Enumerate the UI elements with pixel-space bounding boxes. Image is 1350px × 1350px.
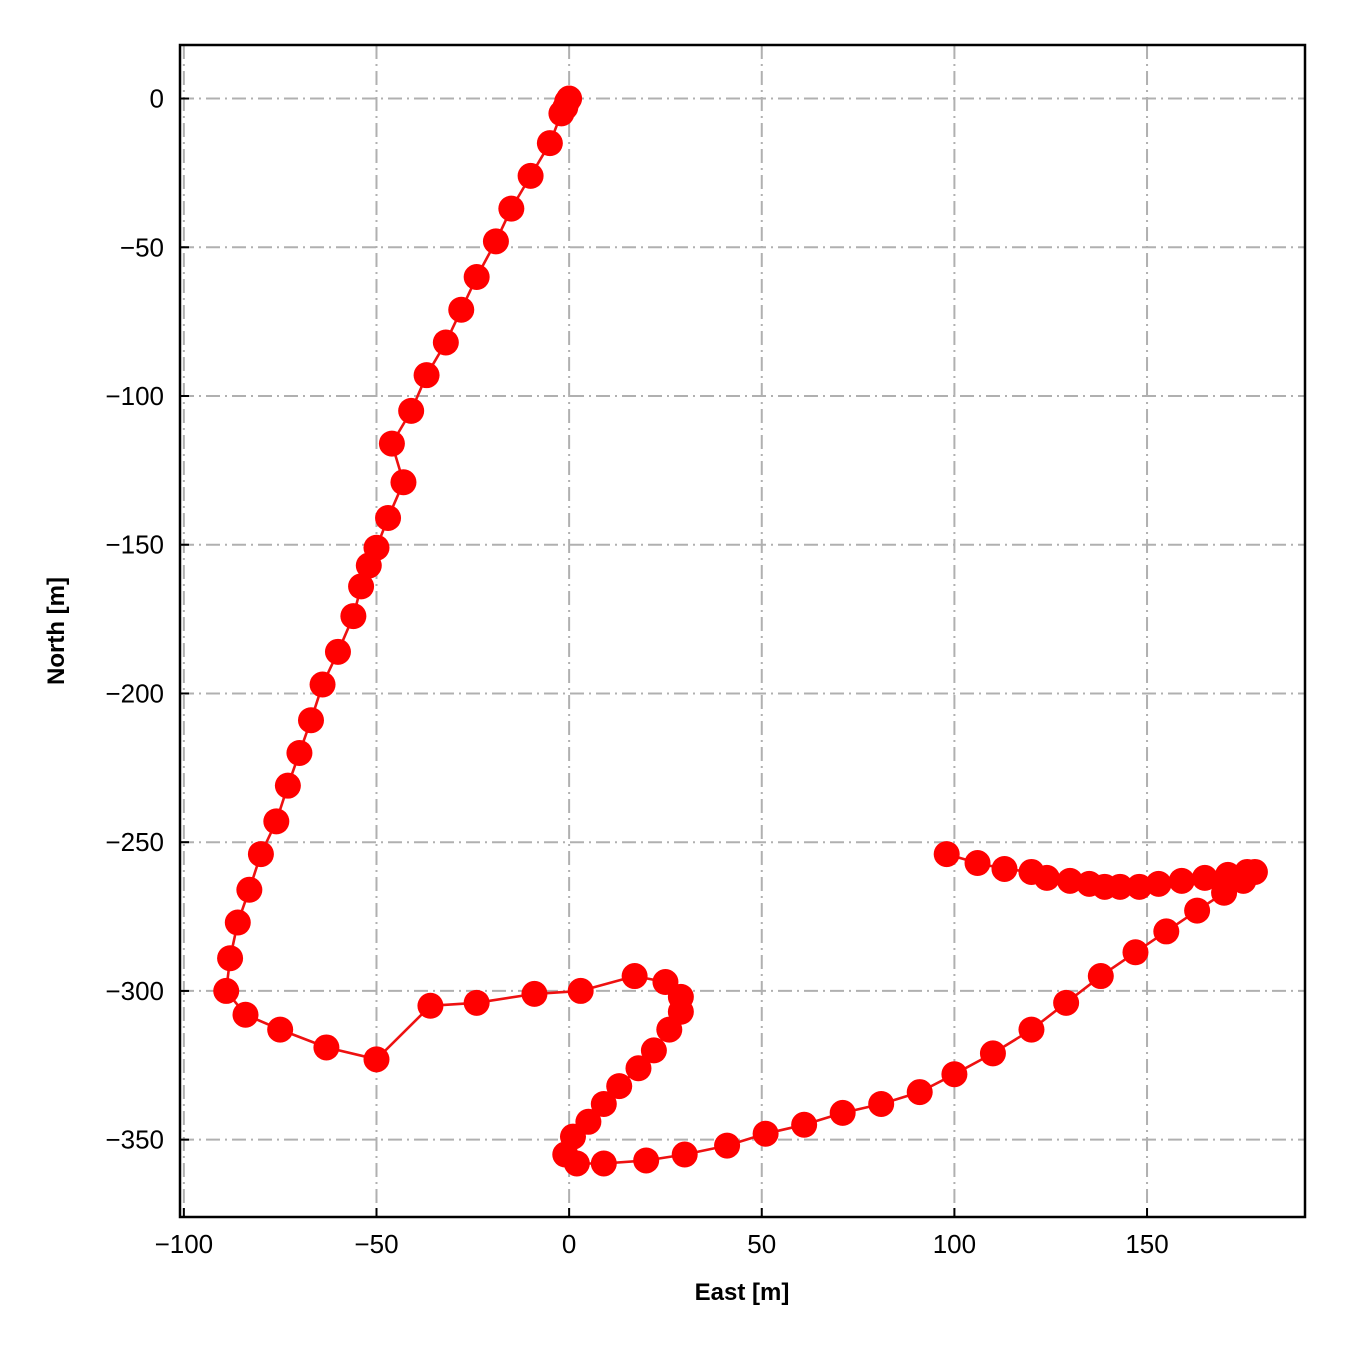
trajectory-point bbox=[625, 1055, 652, 1082]
trajectory-point bbox=[1076, 870, 1103, 897]
trajectory-point bbox=[1056, 867, 1083, 894]
trajectory-point bbox=[868, 1090, 895, 1117]
trajectory-point bbox=[606, 1073, 633, 1100]
y-tick-label: −200 bbox=[105, 678, 164, 708]
y-tick-label: −100 bbox=[105, 381, 164, 411]
series-layer bbox=[213, 85, 1268, 1177]
y-tick-label: −250 bbox=[105, 827, 164, 857]
trajectory-point bbox=[1018, 1016, 1045, 1043]
trajectory-point bbox=[640, 1037, 667, 1064]
trajectory-point bbox=[313, 1034, 340, 1061]
trajectory-point bbox=[363, 1046, 390, 1073]
trajectory-point bbox=[463, 264, 490, 291]
trajectory-point bbox=[656, 1016, 683, 1043]
trajectory-point bbox=[991, 855, 1018, 882]
x-tick-label: 150 bbox=[1125, 1229, 1168, 1259]
trajectory-point bbox=[390, 469, 417, 496]
trajectory-point bbox=[590, 1150, 617, 1177]
trajectory-point bbox=[1191, 864, 1218, 891]
x-axis-title: East [m] bbox=[695, 1279, 790, 1306]
trajectory-point bbox=[498, 195, 525, 222]
trajectory-point bbox=[267, 1016, 294, 1043]
x-tick-label: −100 bbox=[155, 1229, 214, 1259]
trajectory-point bbox=[829, 1099, 856, 1126]
trajectory-point bbox=[933, 841, 960, 868]
trajectory-point bbox=[521, 980, 548, 1007]
trajectory-point bbox=[1168, 867, 1195, 894]
y-tick-label: −150 bbox=[105, 530, 164, 560]
trajectory-point bbox=[1126, 873, 1153, 900]
trajectory-point bbox=[297, 707, 324, 734]
trajectory-point bbox=[274, 772, 301, 799]
trajectory-point bbox=[517, 162, 544, 189]
trajectory-point bbox=[906, 1079, 933, 1106]
x-tick-label: 50 bbox=[747, 1229, 776, 1259]
trajectory-line bbox=[224, 97, 1257, 1165]
trajectory-point bbox=[247, 841, 274, 868]
x-tick-label: 100 bbox=[933, 1229, 976, 1259]
y-axis-title: North [m] bbox=[43, 577, 70, 685]
trajectory-point bbox=[791, 1111, 818, 1138]
y-tick-label: −50 bbox=[120, 232, 164, 262]
trajectory-point bbox=[232, 1001, 259, 1028]
trajectory-point bbox=[263, 808, 290, 835]
x-tick-label: 0 bbox=[562, 1229, 576, 1259]
y-tick-label: −300 bbox=[105, 976, 164, 1006]
tick-layer: −100 −50 0 50 100 150 0 −50 −100 −150 −200 −250 −300… bbox=[105, 84, 1168, 1259]
trajectory-point bbox=[1145, 870, 1172, 897]
trajectory-point bbox=[548, 100, 575, 127]
trajectory-point bbox=[536, 130, 563, 157]
trajectory-point bbox=[1184, 897, 1211, 924]
trajectory-point bbox=[1053, 989, 1080, 1016]
trajectory-point bbox=[567, 977, 594, 1004]
trajectory-point bbox=[463, 989, 490, 1016]
trajectory-point bbox=[224, 909, 251, 936]
trajectory-point bbox=[1018, 858, 1045, 885]
trajectory-point bbox=[398, 397, 425, 424]
trajectory-point bbox=[213, 977, 240, 1004]
trajectory-point bbox=[1234, 858, 1261, 885]
trajectory-point bbox=[413, 362, 440, 389]
trajectory-point bbox=[432, 329, 459, 356]
trajectory-point bbox=[378, 430, 405, 457]
y-tick-label: 0 bbox=[150, 84, 164, 114]
trajectory-point bbox=[355, 552, 382, 579]
plot-frame bbox=[178, 43, 1307, 1219]
trajectory-point bbox=[236, 876, 263, 903]
trajectory-point bbox=[621, 963, 648, 990]
trajectory-point bbox=[1214, 861, 1241, 888]
trajectory-point bbox=[324, 638, 351, 665]
trajectory-point bbox=[563, 1150, 590, 1177]
trajectory-point bbox=[633, 1147, 660, 1174]
trajectory-point bbox=[752, 1120, 779, 1147]
trajectory-point bbox=[448, 296, 475, 323]
trajectory-point bbox=[714, 1132, 741, 1159]
trajectory-point bbox=[1087, 963, 1114, 990]
trajectory-point bbox=[348, 573, 375, 600]
trajectory-point bbox=[1153, 918, 1180, 945]
trajectory-point bbox=[941, 1061, 968, 1088]
trajectory-point bbox=[286, 739, 313, 766]
trajectory-point bbox=[340, 603, 367, 630]
trajectory-point bbox=[309, 671, 336, 698]
trajectory-point bbox=[590, 1090, 617, 1117]
y-tick-label: −350 bbox=[105, 1125, 164, 1155]
trajectory-point bbox=[482, 228, 509, 255]
trajectory-point bbox=[375, 504, 402, 531]
trajectory-point bbox=[979, 1040, 1006, 1067]
trajectory-point bbox=[217, 945, 244, 972]
trajectory-point bbox=[671, 1141, 698, 1168]
trajectory-point bbox=[1122, 939, 1149, 966]
x-tick-label: −50 bbox=[354, 1229, 398, 1259]
trajectory-point bbox=[964, 850, 991, 877]
grid-layer bbox=[180, 45, 1305, 1217]
trajectory-point bbox=[417, 992, 444, 1019]
